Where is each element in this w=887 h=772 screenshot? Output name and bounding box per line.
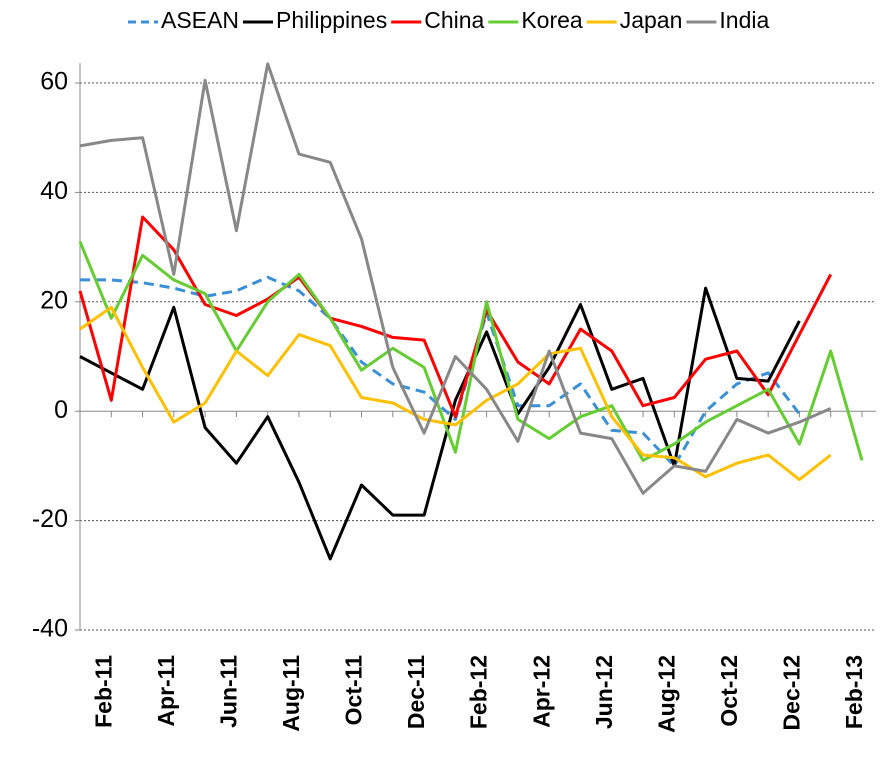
x-tick-label: Apr-12 (528, 655, 554, 728)
x-tick-label: Jun-12 (591, 655, 617, 729)
y-tick-label: 20 (40, 286, 68, 314)
series-line (78, 215, 833, 419)
x-tick-label: Oct-11 (341, 655, 367, 726)
y-tick-label: -20 (32, 505, 68, 533)
x-tick-label: Aug-11 (278, 655, 304, 732)
series-line (79, 62, 832, 495)
x-tick-label: Feb-11 (90, 655, 116, 728)
y-tick-label: -40 (32, 615, 68, 643)
x-tick-label: Aug-12 (653, 655, 679, 733)
series-line (79, 305, 832, 482)
x-tick-label: Feb-12 (466, 655, 492, 729)
x-tick-label: Jun-11 (215, 655, 241, 728)
x-tick-label: Dec-11 (403, 655, 429, 729)
legend-label: India (719, 7, 769, 33)
legend-label: China (424, 7, 484, 33)
x-tick-label: Feb-13 (841, 655, 867, 729)
legend-label: Japan (620, 7, 683, 33)
legend-label: ASEAN (161, 7, 239, 33)
y-tick-label: 0 (54, 396, 68, 424)
legend-label: Philippines (276, 7, 387, 33)
x-tick-label: Oct-12 (716, 655, 742, 727)
legend-label: Korea (521, 7, 583, 33)
series-line (78, 241, 864, 462)
y-tick-label: 60 (40, 68, 68, 96)
y-tick-label: 40 (40, 177, 68, 205)
x-tick-label: Apr-11 (153, 655, 179, 727)
x-tick-label: Dec-12 (779, 655, 805, 730)
